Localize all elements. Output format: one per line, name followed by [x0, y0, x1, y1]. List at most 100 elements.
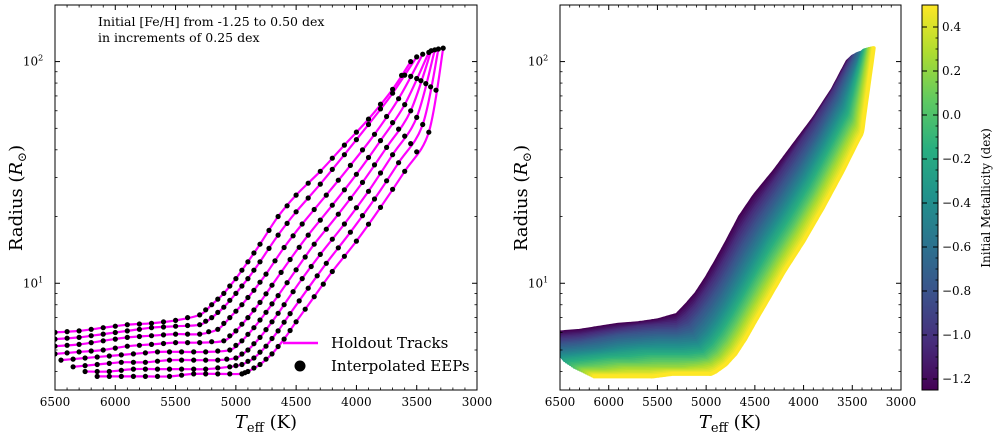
eep-point [233, 328, 239, 334]
eep-point [377, 101, 384, 107]
eep-point [239, 338, 245, 344]
eep-point [423, 81, 429, 87]
eep-point [245, 358, 251, 364]
eep-point [257, 349, 263, 355]
eep-point [320, 281, 326, 287]
eep-point [269, 319, 275, 325]
eep-point [263, 271, 269, 277]
eep-point [408, 73, 414, 79]
eep-point [227, 333, 233, 339]
y-tick-label: 101 [23, 275, 43, 290]
colorbar: 0.4 0.2 0.0 −0.2 −0.4 −0.6 −0.8 −1.0 −1.2 Initia… [921, 4, 993, 391]
eep-point [76, 349, 82, 355]
eep-point [197, 340, 203, 346]
eep-point [311, 206, 317, 213]
eep-point [359, 147, 366, 153]
eep-point [233, 290, 239, 296]
eep-point [305, 195, 311, 201]
eep-point [281, 336, 287, 342]
eep-point [215, 365, 221, 371]
eep-point [341, 142, 347, 148]
eep-point [142, 373, 148, 379]
eep-point [64, 350, 70, 356]
eep-point [160, 319, 167, 325]
holdout-track [55, 53, 424, 348]
eep-point [179, 349, 185, 355]
eep-point [275, 232, 281, 238]
x-tick-label: 5500 [642, 395, 673, 409]
eep-point [323, 226, 329, 232]
x-tick-label: 5000 [221, 395, 252, 409]
eep-point [118, 373, 124, 379]
eep-point [329, 166, 335, 172]
eep-point [221, 320, 227, 326]
eep-point [365, 188, 372, 194]
eep-point [308, 263, 314, 270]
eep-point [272, 258, 278, 264]
eep-point [112, 329, 118, 336]
left-xlabel: Teff (K) [235, 412, 297, 436]
eep-point [396, 126, 402, 132]
x-tick-label: 3000 [462, 395, 493, 409]
eep-point [166, 373, 173, 379]
eep-point [124, 334, 130, 340]
x-tick-label: 5500 [160, 395, 191, 409]
eep-point [203, 357, 209, 363]
eep-point [314, 273, 320, 279]
eep-point [287, 256, 293, 263]
eep-point [251, 250, 257, 256]
x-tick-label: 6500 [40, 395, 71, 409]
eep-point [215, 326, 221, 332]
eep-point [251, 341, 257, 347]
eep-point [420, 51, 426, 57]
eep-point [408, 59, 414, 65]
eep-point [293, 319, 299, 325]
y-tick-label: 102 [528, 54, 548, 69]
eep-point [76, 334, 82, 340]
colorbar-tick-label: −0.2 [942, 152, 971, 166]
colorbar-tick-label: −1.2 [942, 372, 971, 386]
eep-point [402, 72, 408, 78]
eep-point [227, 283, 233, 289]
eep-point [396, 160, 402, 166]
eep-point [215, 296, 221, 302]
eep-point [251, 355, 257, 361]
eep-point [179, 366, 185, 372]
eep-point [269, 301, 275, 307]
x-tick-label: 3500 [401, 395, 432, 409]
eep-point [257, 241, 263, 247]
eep-point [426, 129, 432, 135]
eep-point [100, 325, 106, 331]
eep-point [227, 371, 233, 377]
eep-point [299, 221, 305, 227]
eep-point [88, 333, 94, 339]
eep-point [215, 357, 221, 363]
eep-point [154, 358, 161, 364]
eep-point [377, 170, 384, 176]
eep-point [82, 355, 88, 361]
eep-point [100, 331, 106, 337]
eep-point [239, 361, 245, 368]
eep-point [154, 366, 161, 372]
eep-point [335, 177, 341, 183]
eep-point [251, 365, 257, 371]
eep-point [185, 322, 191, 329]
eep-point [227, 364, 233, 370]
eep-point [130, 373, 136, 379]
eep-point [227, 297, 233, 303]
colorbar-tick-label: 0.0 [942, 108, 961, 122]
eep-point [55, 351, 58, 357]
eep-point [296, 244, 302, 250]
eep-point [124, 328, 130, 334]
eep-point [414, 149, 420, 155]
eep-point [70, 364, 76, 370]
eep-point [275, 343, 281, 350]
eep-point [257, 279, 263, 285]
left-panel: 6500 6000 5500 5000 4500 4000 3500 3000 101 102 I… [6, 4, 493, 436]
eep-point [148, 320, 155, 326]
eep-point [88, 326, 94, 332]
right-xlabel: Teff (K) [699, 412, 761, 436]
eep-point [112, 323, 118, 329]
eep-point [233, 342, 239, 348]
